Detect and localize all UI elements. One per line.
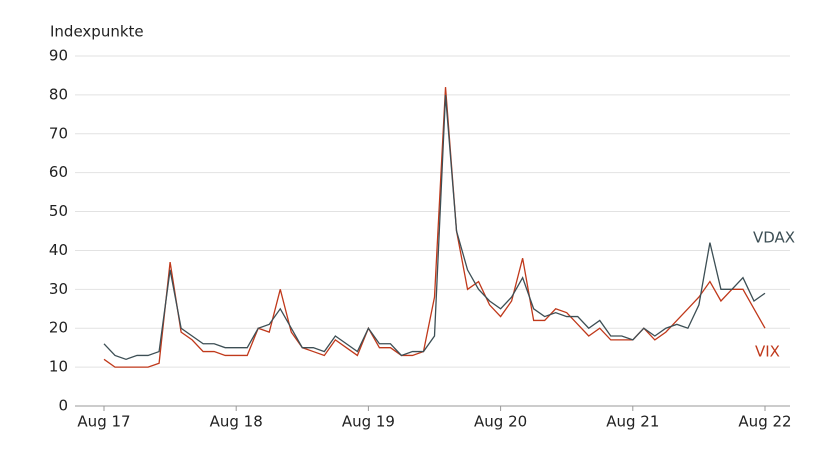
x-tick-label: Aug 18 xyxy=(210,413,263,431)
y-tick-label: 20 xyxy=(49,319,68,337)
x-tick-label: Aug 19 xyxy=(342,413,395,431)
x-tick-label: Aug 20 xyxy=(474,413,527,431)
chart-title: Indexpunkte xyxy=(50,23,144,41)
y-tick-label: 30 xyxy=(49,280,68,298)
y-tick-label: 70 xyxy=(49,124,68,142)
y-tick-label: 0 xyxy=(58,397,68,415)
x-tick-label: Aug 21 xyxy=(606,413,659,431)
series-line xyxy=(103,94,766,361)
y-tick-label: 60 xyxy=(49,163,68,181)
series-line xyxy=(103,87,766,368)
y-tick-label: 80 xyxy=(49,85,68,103)
x-tick-label: Aug 17 xyxy=(77,413,130,431)
y-tick-label: 10 xyxy=(49,358,68,376)
x-tick-label: Aug 22 xyxy=(738,413,791,431)
y-tick-label: 50 xyxy=(49,202,68,220)
y-tick-label: 90 xyxy=(49,47,68,65)
legend-label: VIX xyxy=(755,343,780,361)
y-tick-label: 40 xyxy=(49,241,68,259)
legend-label: VDAX xyxy=(753,229,795,247)
